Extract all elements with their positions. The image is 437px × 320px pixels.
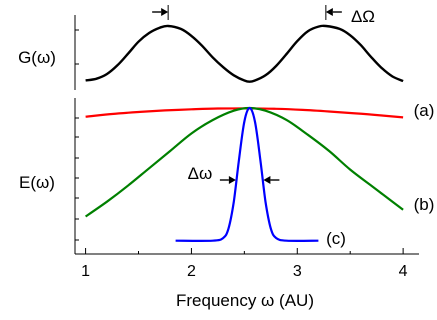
bottom-y-label: E(ω) [19, 173, 55, 192]
fwhm-left-arrow-head [228, 176, 236, 184]
x-tick-label: 1 [81, 263, 90, 280]
series-curve-2 [175, 106, 319, 242]
series-label: (c) [326, 229, 346, 248]
x-tick-label: 4 [399, 263, 408, 280]
delta-omega-annotation [152, 5, 342, 20]
bottom-y-ticks [75, 117, 79, 241]
bottom-panel: 1 2 3 4 E(ω) Frequency ω (AU) (a) (b) (c) Δω [19, 98, 434, 310]
top-y-ticks [75, 29, 79, 65]
series-label: (b) [414, 195, 435, 214]
series-curve-0 [85, 107, 404, 119]
bottom-x-ticks: 1 2 3 4 [81, 248, 408, 280]
top-y-label: G(ω) [18, 48, 56, 67]
bottom-series [84, 106, 404, 242]
x-tick-label: 3 [293, 263, 302, 280]
series-label: (a) [414, 101, 435, 120]
series-labels: (a) (b) (c) [326, 101, 434, 248]
top-panel: G(ω) ΔΩ [18, 5, 404, 90]
peak2-arrow-head [325, 8, 333, 16]
fwhm-right-arrow-head [263, 176, 271, 184]
delta-small-omega-annotation [219, 176, 280, 184]
top-series [85, 24, 404, 83]
x-axis-label: Frequency ω (AU) [176, 291, 314, 310]
g-omega-curve [85, 24, 404, 83]
delta-small-omega-label: Δω [188, 164, 213, 183]
delta-omega-label: ΔΩ [351, 7, 375, 26]
peak1-arrow-head [161, 8, 169, 16]
x-tick-label: 2 [187, 263, 196, 280]
